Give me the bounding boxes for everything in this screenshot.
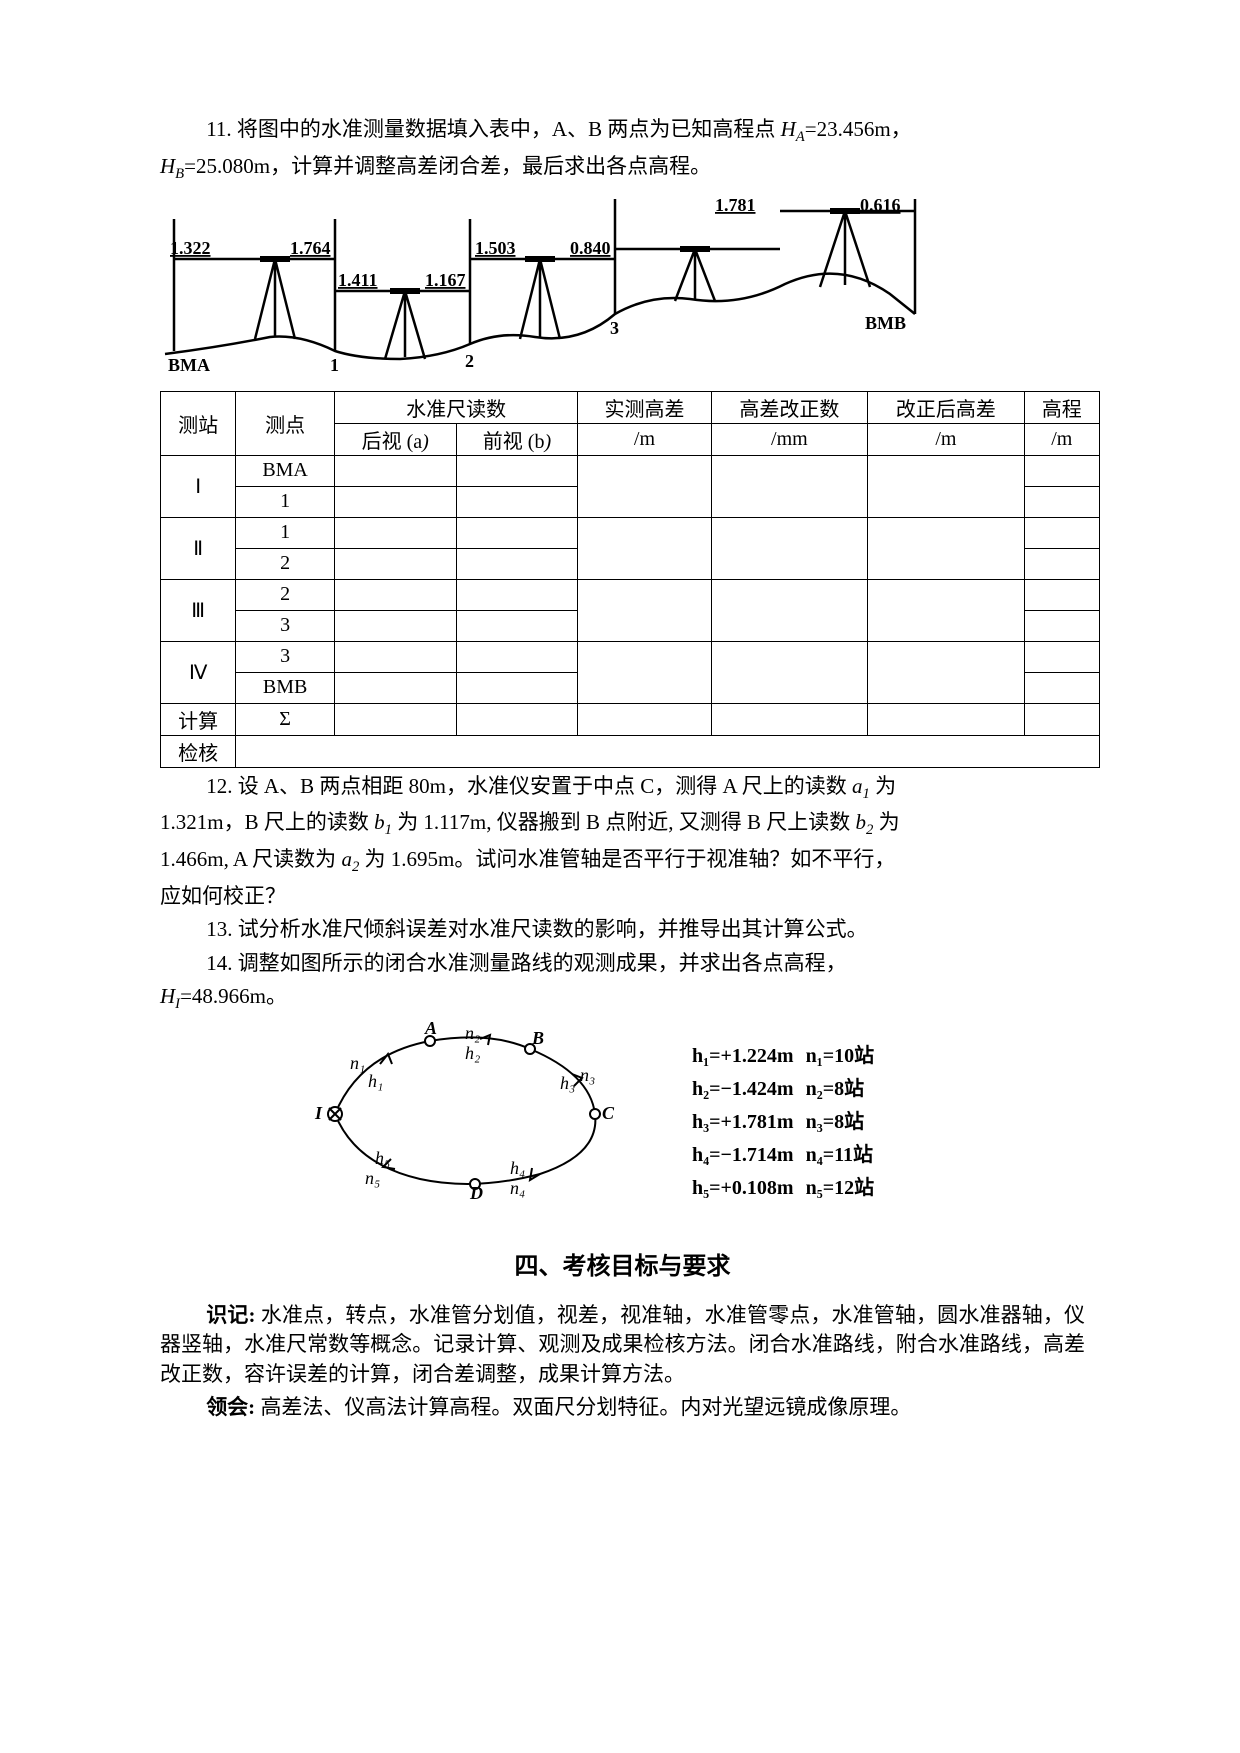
HB-val: =25.080m，计算并调整高差闭合差，最后求出各点高程。 xyxy=(184,154,711,178)
u-m2: /m xyxy=(868,423,1025,455)
hdr-corr: 高差改正数 xyxy=(711,391,868,423)
svg-text:h₅: h₅ xyxy=(375,1148,390,1168)
p1-text: 水准点，转点，水准管分划值，视差，视准轴，水准管零点，水准管轴，圆水准器轴，仪器… xyxy=(160,1303,1085,1386)
svg-text:n₁: n₁ xyxy=(350,1053,365,1073)
fig1-BMB: BMB xyxy=(865,313,906,333)
fig2-B: B xyxy=(531,1028,544,1048)
pt-BMB: BMB xyxy=(236,672,335,703)
fig1-r2: 1.764 xyxy=(290,238,331,258)
n5: n₅=12站 xyxy=(806,1173,885,1204)
svg-text:h₁: h₁ xyxy=(368,1071,383,1091)
n2: n₂=8站 xyxy=(806,1074,885,1105)
section4-title: 四、考核目标与要求 xyxy=(160,1246,1085,1281)
p11-intro: 11. 将图中的水准测量数据填入表中，A、B 两点为已知高程点 xyxy=(206,117,780,141)
svg-text:h₂: h₂ xyxy=(465,1043,480,1063)
h4: h₄=−1.714m xyxy=(692,1140,804,1171)
pt-1a: 1 xyxy=(236,486,335,517)
p1-label: 识记: xyxy=(206,1303,255,1327)
fig1-r5: 1.503 xyxy=(475,238,516,258)
hdr-adj: 改正后高差 xyxy=(868,391,1025,423)
svg-text:n₂: n₂ xyxy=(465,1023,480,1043)
HA-sym: H xyxy=(781,117,796,141)
svg-text:n₃: n₃ xyxy=(580,1065,595,1085)
pt-2b: 2 xyxy=(236,579,335,610)
svg-text:h₄: h₄ xyxy=(510,1158,525,1178)
n1: n₁=10站 xyxy=(806,1041,885,1072)
p2-label: 领会: xyxy=(206,1395,255,1419)
pt-3b: 3 xyxy=(236,641,335,672)
problem13: 13. 试分析水准尺倾斜误差对水准尺读数的影响，并推导出其计算公式。 xyxy=(160,915,1085,944)
fig2-C: C xyxy=(602,1103,615,1123)
st3: Ⅲ xyxy=(161,579,236,641)
svg-text:n₄: n₄ xyxy=(510,1178,525,1198)
svg-text:h₃: h₃ xyxy=(560,1073,575,1093)
hdr-dh: 实测高差 xyxy=(578,391,711,423)
fig1-p2: 2 xyxy=(465,351,474,371)
fig1-r7: 1.781 xyxy=(715,199,756,215)
u-m1: /m xyxy=(578,423,711,455)
figure2-row: .l2 { stroke:#000; stroke-width:2; fill:… xyxy=(300,1019,1085,1206)
page: 11. 将图中的水准测量数据填入表中，A、B 两点为已知高程点 HA=23.45… xyxy=(0,0,1240,1753)
fig1-r3: 1.411 xyxy=(338,270,378,290)
pt-3a: 3 xyxy=(236,610,335,641)
u-m3: /m xyxy=(1024,423,1099,455)
hdr-fore: 前视 (b) xyxy=(456,423,578,455)
problem12-l4: 应如何校正？ xyxy=(160,882,1085,911)
fig1-BMA: BMA xyxy=(168,355,210,374)
n4: n₄=11站 xyxy=(806,1140,885,1171)
st4: Ⅳ xyxy=(161,641,236,703)
figure2-data-table: h₁=+1.224mn₁=10站 h₂=−1.424mn₂=8站 h₃=+1.7… xyxy=(690,1039,886,1206)
calc: 计算 xyxy=(161,703,236,735)
hdr-station: 测站 xyxy=(161,391,236,455)
HA-val: =23.456m， xyxy=(805,117,912,141)
h2: h₂=−1.424m xyxy=(692,1074,804,1105)
HB-sym: H xyxy=(160,154,175,178)
h5: h₅=+0.108m xyxy=(692,1173,804,1204)
fig1-r8: 0.616 xyxy=(860,199,901,215)
pt-1b: 1 xyxy=(236,517,335,548)
hdr-elev: 高程 xyxy=(1024,391,1099,423)
problem12-l1: 12. 设 A、B 两点相距 80m，水准仪安置于中点 C，测得 A 尺上的读数… xyxy=(160,772,1085,805)
HA-sub: A xyxy=(796,129,805,145)
n3: n₃=8站 xyxy=(806,1107,885,1138)
p2-text: 高差法、仪高法计算高程。双面尺分划特征。内对光望远镜成像原理。 xyxy=(255,1395,911,1419)
figure2-closed-loop: .l2 { stroke:#000; stroke-width:2; fill:… xyxy=(300,1019,650,1199)
problem11-text2: HB=25.080m，计算并调整高差闭合差，最后求出各点高程。 xyxy=(160,152,1085,185)
leveling-table: 测站 测点 水准尺读数 实测高差 高差改正数 改正后高差 高程 后视 (a) 前… xyxy=(160,391,1100,768)
check: 检核 xyxy=(161,735,236,767)
problem14-l2: HI=48.966m。 xyxy=(160,982,1085,1015)
fig1-r1: 1.322 xyxy=(170,238,211,258)
fig1-r6: 0.840 xyxy=(570,238,611,258)
pt-BMA: BMA xyxy=(236,455,335,486)
hdr-back: 后视 (a) xyxy=(334,423,456,455)
st2: Ⅱ xyxy=(161,517,236,579)
fig1-p1: 1 xyxy=(330,355,339,374)
sigma: Σ xyxy=(236,703,335,735)
fig2-A: A xyxy=(424,1019,437,1038)
svg-text:n₅: n₅ xyxy=(365,1168,380,1188)
problem12-l2: 1.321m，B 尺上的读数 b1 为 1.117m, 仪器搬到 B 点附近, … xyxy=(160,808,1085,841)
section4-p1: 识记: 水准点，转点，水准管分划值，视差，视准轴，水准管零点，水准管轴，圆水准器… xyxy=(160,1301,1085,1389)
u-mm: /mm xyxy=(711,423,868,455)
hdr-point: 测点 xyxy=(236,391,335,455)
st1: Ⅰ xyxy=(161,455,236,517)
h1: h₁=+1.224m xyxy=(692,1041,804,1072)
pt-2a: 2 xyxy=(236,548,335,579)
fig1-r4: 1.167 xyxy=(425,270,466,290)
problem12-l3: 1.466m, A 尺读数为 a2 为 1.695m。试问水准管轴是否平行于视准… xyxy=(160,845,1085,878)
figure1-leveling-diagram: .l { stroke:#000; stroke-width:2.5; fill… xyxy=(160,199,920,374)
problem11-text: 11. 将图中的水准测量数据填入表中，A、B 两点为已知高程点 HA=23.45… xyxy=(160,115,1085,148)
fig2-I: I xyxy=(314,1103,323,1123)
problem14-l1: 14. 调整如图所示的闭合水准测量路线的观测成果，并求出各点高程， xyxy=(160,949,1085,978)
fig1-p3: 3 xyxy=(610,318,619,338)
HB-sub: B xyxy=(175,166,184,182)
section4-p2: 领会: 高差法、仪高法计算高程。双面尺分划特征。内对光望远镜成像原理。 xyxy=(160,1393,1085,1422)
hdr-readings: 水准尺读数 xyxy=(334,391,577,423)
h3: h₃=+1.781m xyxy=(692,1107,804,1138)
fig2-D: D xyxy=(469,1183,483,1199)
